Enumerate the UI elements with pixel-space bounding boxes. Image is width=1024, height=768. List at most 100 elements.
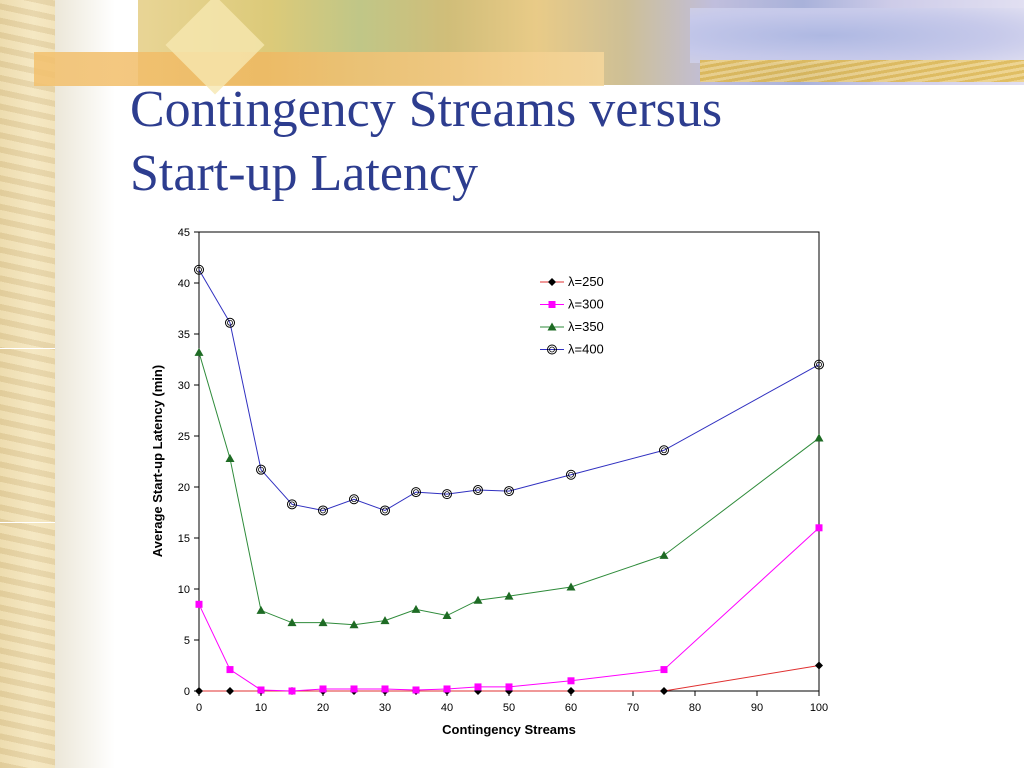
x-tick-label: 20 <box>317 702 329 714</box>
decorative-banner-blue <box>690 8 1024 63</box>
series-line <box>198 352 820 626</box>
series-3 <box>194 347 824 629</box>
data-point <box>194 347 204 356</box>
data-point-inner <box>475 487 481 493</box>
y-tick-label: 15 <box>178 533 190 545</box>
legend-marker <box>548 278 556 286</box>
data-point <box>318 618 328 627</box>
x-tick-label: 80 <box>689 702 701 714</box>
series-2 <box>195 524 823 695</box>
data-point <box>443 685 451 693</box>
legend-label: λ=400 <box>568 342 604 357</box>
legend: λ=250 λ=300 λ=350 λ=400 <box>540 274 604 357</box>
data-point-inner <box>258 466 264 473</box>
y-tick-label: 45 <box>178 227 190 239</box>
x-tick-label: 30 <box>379 702 391 714</box>
data-point <box>194 264 204 275</box>
data-point <box>288 687 296 695</box>
x-tick-label: 60 <box>565 702 577 714</box>
data-point <box>380 505 390 516</box>
data-point <box>349 494 359 505</box>
slide-title-line1: Contingency Streams versus <box>130 81 723 138</box>
legend-marker <box>548 301 556 308</box>
data-point <box>660 666 668 674</box>
data-point <box>381 685 389 693</box>
line-chart: 0 5 10 15 20 25 30 35 40 45 0 10 20 30 40 50 60 70 80 90 100… <box>150 227 828 737</box>
data-point <box>318 505 328 516</box>
decorative-left-strip <box>0 0 55 768</box>
data-point <box>505 683 513 691</box>
x-tick-label: 40 <box>441 702 453 714</box>
data-point-inner <box>816 361 822 368</box>
data-point <box>412 686 420 694</box>
strip-divider <box>0 348 55 349</box>
data-point <box>473 485 483 496</box>
y-tick-label: 5 <box>184 635 190 647</box>
y-tick-label: 40 <box>178 278 190 290</box>
legend-marker-inner <box>549 346 555 353</box>
series-layer <box>194 264 824 695</box>
legend-label: λ=300 <box>568 297 604 312</box>
data-point <box>287 499 297 510</box>
y-tick-label: 0 <box>184 686 190 698</box>
y-axis-label: Average Start-up Latency (min) <box>150 365 165 557</box>
data-point <box>473 595 483 604</box>
legend-marker <box>547 344 557 355</box>
data-point <box>474 683 482 691</box>
data-point-inner <box>413 489 419 496</box>
data-point-inner <box>320 507 326 514</box>
data-point <box>256 464 266 475</box>
legend-label: λ=250 <box>568 274 604 289</box>
x-axis-label: Contingency Streams <box>442 722 576 737</box>
data-point <box>504 591 514 600</box>
data-point <box>257 686 265 694</box>
data-point-inner <box>382 507 388 514</box>
series-4 <box>194 264 824 516</box>
data-point <box>660 687 668 695</box>
data-point <box>411 604 421 613</box>
data-point <box>814 359 824 370</box>
data-point <box>815 661 823 670</box>
data-point <box>319 685 327 693</box>
x-tick-label: 70 <box>627 702 639 714</box>
data-point <box>195 687 203 695</box>
legend-marker <box>547 322 557 331</box>
decorative-banner-band <box>34 52 604 86</box>
data-point-inner <box>351 496 357 503</box>
series-line <box>198 527 820 692</box>
data-point <box>815 524 823 532</box>
data-point <box>225 317 235 328</box>
data-point <box>566 469 576 480</box>
slide-title-line2: Start-up Latency <box>130 145 478 202</box>
data-point <box>659 445 669 456</box>
data-point <box>226 666 234 674</box>
legend-label: λ=350 <box>568 319 604 334</box>
x-tick-label: 10 <box>255 702 267 714</box>
decorative-fade <box>55 0 115 768</box>
data-point <box>566 582 576 591</box>
x-tick-label: 50 <box>503 702 515 714</box>
axes: 0 5 10 15 20 25 30 35 40 45 0 10 20 30 40 50 60 70 80 90 100 <box>178 227 828 714</box>
x-tick-label: 90 <box>751 702 763 714</box>
data-point-inner <box>196 266 202 273</box>
data-point <box>567 687 575 695</box>
data-point <box>380 616 390 625</box>
series-line <box>198 269 820 512</box>
data-point <box>225 453 235 462</box>
data-point <box>442 489 452 500</box>
chart-container: 0 5 10 15 20 25 30 35 40 45 0 10 20 30 40 50 60 70 80 90 100… <box>140 220 1010 750</box>
data-point-inner <box>661 447 667 454</box>
data-point <box>411 487 421 498</box>
x-tick-label: 100 <box>810 702 828 714</box>
data-point <box>287 618 297 627</box>
data-point-inner <box>289 501 295 508</box>
data-point-inner <box>568 471 574 478</box>
data-point <box>256 605 266 614</box>
data-point <box>567 677 575 685</box>
y-tick-label: 25 <box>178 431 190 443</box>
slide-title: Contingency Streams versus Start-up Late… <box>130 78 990 206</box>
x-tick-label: 0 <box>196 702 202 714</box>
data-point <box>349 620 359 629</box>
data-point <box>814 433 824 442</box>
data-point <box>226 687 234 695</box>
